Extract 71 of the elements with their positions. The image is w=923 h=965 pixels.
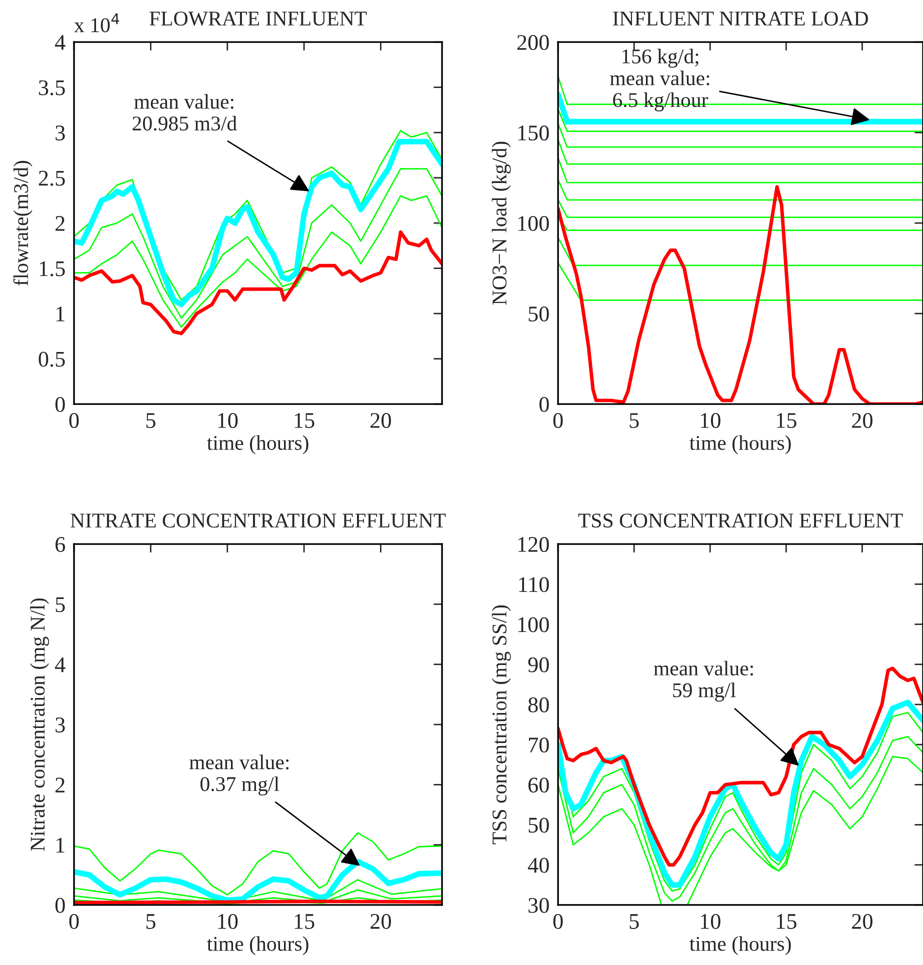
y-tick-label: 2.5: [38, 170, 65, 186]
chart-title: INFLUENT NITRATE LOAD: [613, 12, 868, 26]
x-tick-label: 15: [294, 914, 314, 929]
y-axis-title: NO3−N load (kg/d): [492, 142, 511, 305]
chart-title: TSS CONCENTRATION EFFLUENT: [578, 514, 903, 528]
y-tick-label: 120: [518, 537, 549, 552]
x-tick-label: 5: [630, 914, 639, 929]
x-axis-title: time (hours): [207, 435, 308, 454]
y-tick-label: 1: [56, 838, 64, 853]
y-tick-label: 50: [528, 818, 549, 833]
x-tick-label: 5: [146, 413, 156, 428]
y-tick-label: 2: [56, 778, 64, 792]
y-tick-label: 60: [528, 778, 549, 793]
y-tick-label: 3: [56, 126, 65, 140]
y-tick-label: 100: [518, 617, 549, 632]
y-tick-label: 0: [55, 396, 65, 412]
x-tick-label: 0: [553, 413, 563, 428]
x-tick-label: 20: [370, 413, 391, 428]
x-tick-label: 20: [852, 413, 872, 428]
y-tick-label: 1: [56, 306, 64, 322]
x-tick-label: 10: [700, 914, 720, 929]
y-tick-label: 0.5: [38, 352, 65, 367]
line-series: [74, 168, 442, 319]
y-tick-label: 3.5: [38, 80, 65, 96]
x-tick-label: 20: [370, 914, 391, 929]
x-tick-label: 15: [776, 914, 796, 929]
y-tick-label: 110: [519, 577, 549, 592]
x-tick-label: 10: [218, 914, 238, 929]
x-tick-label: 0: [69, 914, 79, 929]
y-axis-title: TSS concentration (mg SS/l): [492, 605, 511, 844]
annotation: mean value: 20.985 m3/d: [132, 94, 237, 131]
annotation: mean value: 0.37 mg/l: [189, 754, 289, 796]
y-tick-label: 80: [528, 697, 549, 712]
x-tick-label: 15: [776, 413, 796, 428]
y-tick-label: 150: [518, 126, 549, 140]
y-tick-label: 0: [539, 396, 549, 412]
y-tick-label: 3: [56, 718, 65, 732]
x-axis-title: time (hours): [207, 936, 308, 956]
y-tick-label: 0: [55, 898, 65, 913]
y-tick-label: 2: [56, 216, 64, 231]
y-tick-label: 200: [517, 35, 549, 50]
x-axis-title: time (hours): [690, 435, 791, 454]
y-tick-label: 30: [528, 898, 549, 913]
text: x 10$^{4}$: [74, 13, 120, 32]
x-tick-label: 0: [553, 914, 563, 929]
x-tick-label: 0: [69, 413, 79, 428]
y-tick-label: 4: [55, 657, 66, 672]
x-tick-label: 10: [218, 413, 238, 428]
x-tick-label: 5: [146, 914, 156, 929]
y-tick-label: 90: [528, 657, 549, 672]
x-tick-label: 5: [630, 413, 639, 428]
y-tick-label: 5: [56, 597, 65, 612]
line-series: [74, 195, 442, 328]
x-tick-label: 20: [852, 914, 872, 929]
y-tick-label: 1.5: [40, 261, 65, 276]
chart-title: NITRATE CONCENTRATION EFFLUENT: [70, 514, 446, 528]
x-tick-label: 10: [700, 413, 720, 428]
line-series: [74, 230, 442, 336]
y-tick-label: 100: [518, 216, 549, 231]
chart-title: FLOWRATE INFLUENT: [150, 12, 367, 26]
y-axis-title: flowrate(m3/d): [13, 160, 32, 286]
y-tick-label: 50: [528, 306, 549, 322]
line-series: [74, 832, 442, 896]
y-tick-label: 40: [528, 858, 549, 873]
y-tick-label: 70: [528, 738, 549, 752]
y-tick-label: 4: [55, 35, 66, 50]
y-axis-title: Nitrate concentration (mg N/l): [30, 598, 50, 851]
y-tick-label: 6: [56, 537, 66, 552]
x-tick-label: 15: [294, 413, 314, 428]
x-axis-title: time (hours): [690, 936, 791, 956]
annotation: mean value: 59 mg/l: [654, 660, 753, 702]
